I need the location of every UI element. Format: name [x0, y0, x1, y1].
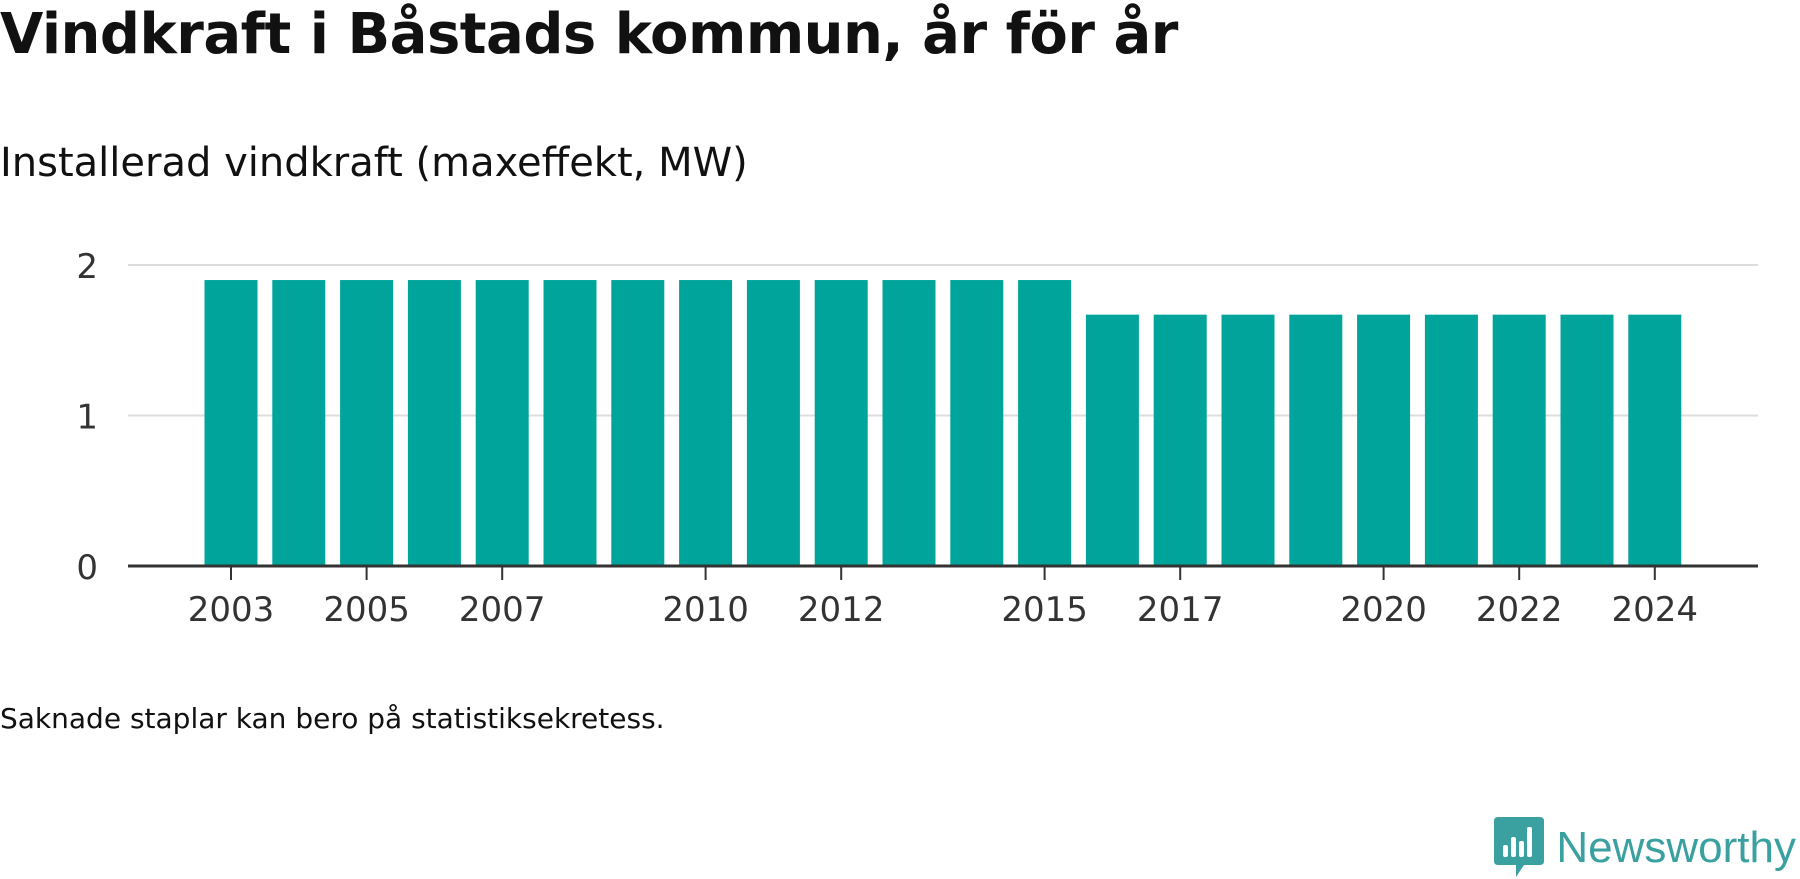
x-tick-label: 2017: [1137, 590, 1224, 630]
newsworthy-logo-icon: [1494, 817, 1545, 877]
bar: [340, 280, 394, 566]
bar: [272, 280, 326, 566]
newsworthy-logo: Newsworthy: [1494, 817, 1796, 879]
bar: [1221, 314, 1275, 566]
bar: [1018, 280, 1072, 566]
bar: [882, 280, 936, 566]
y-tick-label: 1: [76, 398, 98, 438]
x-tick-label: 2010: [662, 590, 749, 630]
bar: [1357, 314, 1411, 566]
bar: [1560, 314, 1614, 566]
bar: [1492, 314, 1546, 566]
bar-chart: 0 1 2 2003 2005 2007 2010 2012 2015 2017 2020 2022 2…: [76, 247, 1758, 630]
x-tick-label: 2022: [1476, 590, 1563, 630]
chart-title: Vindkraft i Båstads kommun, år för år: [0, 2, 1178, 67]
bar: [1289, 314, 1343, 566]
y-tick-label: 2: [76, 247, 98, 287]
bar: [746, 280, 800, 566]
footnote: Saknade staplar kan bero på statistiksek…: [0, 702, 665, 735]
bar: [679, 280, 733, 566]
bar: [204, 280, 258, 566]
y-tick-label: 0: [76, 548, 98, 588]
bar: [1085, 314, 1139, 566]
x-tick-label: 2007: [459, 590, 546, 630]
bar: [475, 280, 529, 566]
x-tick-label: 2005: [323, 590, 410, 630]
bar: [611, 280, 665, 566]
x-tick-label: 2020: [1340, 590, 1427, 630]
bar: [407, 280, 461, 566]
x-tick-label: 2012: [798, 590, 885, 630]
x-tick-label: 2024: [1612, 590, 1699, 630]
bar: [814, 280, 868, 566]
chart-subtitle: Installerad vindkraft (maxeffekt, MW): [0, 140, 748, 186]
bar: [1628, 314, 1682, 566]
bar: [950, 280, 1004, 566]
bar: [1153, 314, 1207, 566]
brand-name: Newsworthy: [1556, 823, 1796, 872]
x-tick-label: 2003: [188, 590, 275, 630]
bar: [543, 280, 597, 566]
x-tick-label: 2015: [1001, 590, 1088, 630]
bar: [1424, 314, 1478, 566]
